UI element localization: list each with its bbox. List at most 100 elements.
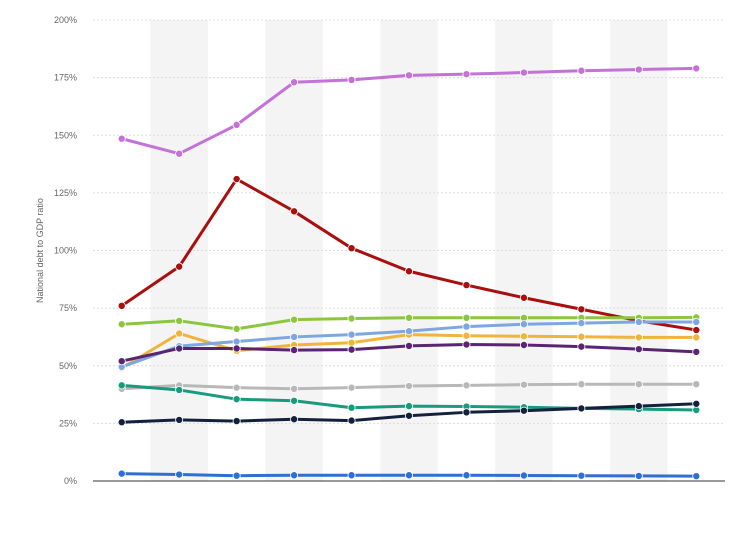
series-0: [117, 64, 701, 158]
series-9-point: [232, 471, 241, 480]
series-2-point: [462, 313, 471, 322]
series-7-point: [347, 403, 356, 412]
series-9-point: [290, 471, 299, 480]
y-axis-title: National debt to GDP ratio: [35, 198, 45, 303]
series-1-point: [404, 267, 413, 276]
series-8-point: [692, 399, 701, 408]
series-4-point: [577, 319, 586, 328]
series-5-point: [634, 345, 643, 354]
series-6-point: [462, 381, 471, 390]
series-2-point: [347, 314, 356, 323]
data-series: [117, 64, 701, 481]
series-1-point: [290, 207, 299, 216]
series-1-point: [462, 281, 471, 290]
series-6-point: [634, 380, 643, 389]
series-3-point: [692, 333, 701, 342]
series-6-point: [577, 380, 586, 389]
series-2-point: [175, 316, 184, 325]
series-5-point: [692, 347, 701, 356]
series-7-point: [404, 402, 413, 411]
series-3-point: [577, 332, 586, 341]
series-4-point: [519, 320, 528, 329]
series-8-point: [175, 415, 184, 424]
series-1-point: [577, 305, 586, 314]
series-1-point: [232, 175, 241, 184]
series-9-point: [634, 471, 643, 480]
y-axis-tick-labels: 0% 25% 50% 75% 100% 125% 150% 175% 200%: [54, 15, 77, 486]
series-5-point: [577, 342, 586, 351]
series-8-point: [290, 415, 299, 424]
series-6: [117, 380, 701, 393]
y-tick-label: 125%: [54, 188, 77, 198]
y-tick-label: 0%: [64, 476, 77, 486]
series-6-point: [232, 383, 241, 392]
series-0-point: [577, 66, 586, 75]
series-0-point: [117, 134, 126, 143]
series-0-point: [519, 68, 528, 77]
series-0-point: [634, 65, 643, 74]
series-4-point: [232, 337, 241, 346]
series-9-point: [462, 471, 471, 480]
series-1-point: [519, 293, 528, 302]
series-4-point: [404, 327, 413, 336]
series-6-point: [404, 382, 413, 391]
series-3-point: [175, 329, 184, 338]
series-0-point: [232, 120, 241, 129]
series-1-point: [692, 326, 701, 335]
series-9-point: [404, 471, 413, 480]
series-1-point: [347, 244, 356, 253]
series-8-point: [347, 416, 356, 425]
series-0-point: [404, 71, 413, 80]
series-5-point: [462, 340, 471, 349]
band-1: [150, 20, 208, 481]
series-6-point: [290, 384, 299, 393]
series-9-point: [577, 471, 586, 480]
series-4-point: [462, 322, 471, 331]
series-8-point: [577, 404, 586, 413]
series-0-point: [347, 75, 356, 84]
series-8-point: [232, 417, 241, 426]
y-tick-label: 100%: [54, 246, 77, 256]
series-9-point: [175, 470, 184, 479]
series-4-point: [634, 317, 643, 326]
series-3-point: [634, 333, 643, 342]
series-1-point: [175, 262, 184, 271]
series-2-point: [232, 324, 241, 333]
series-7-point: [232, 395, 241, 404]
series-8-point: [634, 402, 643, 411]
y-tick-label: 200%: [54, 15, 77, 25]
series-7-point: [290, 396, 299, 405]
series-1-point: [117, 301, 126, 310]
series-8: [117, 399, 701, 427]
series-3-point: [462, 331, 471, 340]
y-tick-label: 175%: [54, 73, 77, 83]
series-9-point: [347, 471, 356, 480]
series-9-point: [519, 471, 528, 480]
series-8-point: [404, 411, 413, 420]
series-6-point: [519, 380, 528, 389]
series-2-point: [290, 315, 299, 324]
series-2-point: [117, 320, 126, 329]
y-tick-label: 150%: [54, 130, 77, 140]
series-4-point: [290, 332, 299, 341]
series-5-point: [290, 346, 299, 355]
series-5-point: [404, 341, 413, 350]
series-5-point: [347, 345, 356, 354]
series-8-point: [462, 408, 471, 417]
y-tick-label: 50%: [59, 361, 77, 371]
y-tick-label: 75%: [59, 303, 77, 313]
series-6-point: [347, 383, 356, 392]
series-5-point: [232, 344, 241, 353]
series-0-point: [290, 78, 299, 87]
series-0-point: [462, 70, 471, 79]
series-3-point: [519, 332, 528, 341]
series-9-point: [692, 472, 701, 481]
series-5-point: [175, 344, 184, 353]
series-0-point: [692, 64, 701, 73]
series-2-point: [404, 313, 413, 322]
series-7-point: [175, 385, 184, 394]
y-tick-label: 25%: [59, 418, 77, 428]
series-5: [117, 340, 701, 366]
series-9: [117, 469, 701, 481]
